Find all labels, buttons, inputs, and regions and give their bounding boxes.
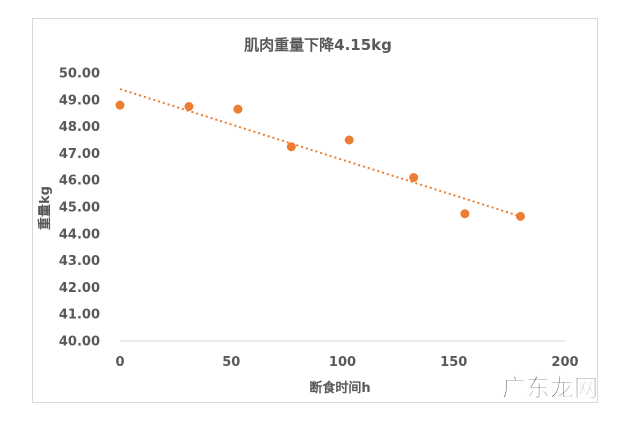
y-tick-label: 42.00 bbox=[59, 281, 100, 296]
data-point bbox=[184, 102, 194, 111]
y-tick-labels: 40.00 41.00 42.00 43.00 44.00 45.00 46.00 47.00… bbox=[59, 67, 100, 350]
data-point bbox=[286, 142, 296, 152]
y-tick-label: 48.00 bbox=[59, 120, 100, 135]
y-axis-title: 重量kg bbox=[37, 186, 53, 230]
trendline bbox=[119, 88, 521, 218]
y-tick-label: 47.00 bbox=[59, 147, 100, 162]
data-point bbox=[516, 211, 525, 221]
data-point bbox=[344, 135, 354, 145]
x-tick-labels: 0 50 100 150 200 bbox=[115, 355, 578, 370]
y-tick-label: 49.00 bbox=[59, 93, 100, 108]
y-tick-label: 46.00 bbox=[59, 174, 100, 189]
x-tick-label: 150 bbox=[440, 355, 467, 370]
data-points bbox=[115, 100, 525, 221]
data-point bbox=[460, 209, 470, 219]
x-axis-title: 断食时间h bbox=[309, 380, 370, 396]
data-point bbox=[115, 100, 125, 110]
chart-frame bbox=[32, 18, 598, 403]
watermark-text: 广东龙网 bbox=[502, 373, 598, 402]
y-tick-label: 43.00 bbox=[59, 254, 100, 269]
x-tick-label: 50 bbox=[222, 355, 240, 370]
y-tick-label: 40.00 bbox=[59, 335, 100, 350]
y-tick-label: 45.00 bbox=[59, 201, 100, 216]
x-tick-label: 200 bbox=[551, 355, 578, 370]
x-tick-label: 100 bbox=[329, 355, 356, 370]
y-tick-label: 50.00 bbox=[59, 67, 100, 82]
chart-title: 肌肉重量下降4.15kg bbox=[244, 36, 392, 54]
data-point bbox=[233, 104, 243, 114]
y-tick-label: 41.00 bbox=[59, 308, 100, 323]
data-point bbox=[409, 173, 419, 183]
x-tick-label: 0 bbox=[115, 355, 124, 370]
y-tick-label: 44.00 bbox=[59, 227, 100, 242]
